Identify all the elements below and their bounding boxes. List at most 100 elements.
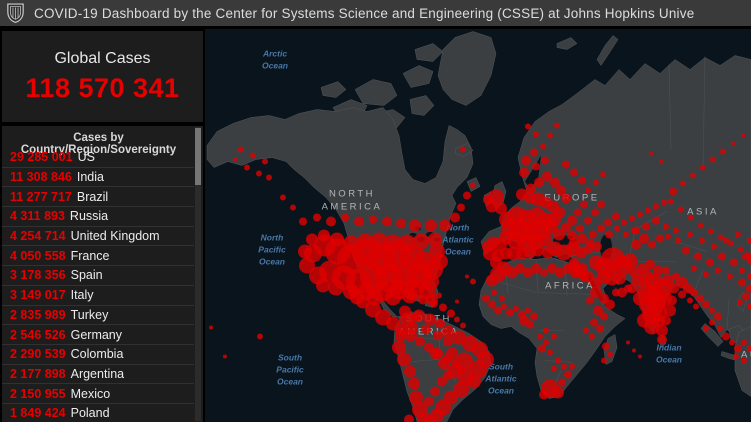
case-bubble[interactable] [460,146,466,153]
case-bubble[interactable] [590,318,598,327]
case-bubble[interactable] [550,177,560,188]
case-bubble[interactable] [526,320,534,329]
case-bubble[interactable] [460,322,466,329]
case-bubble[interactable] [398,234,416,253]
case-bubble[interactable] [708,228,714,235]
case-bubble[interactable] [299,257,315,274]
case-bubble[interactable] [622,253,638,270]
case-bubble[interactable] [483,194,493,205]
case-bubble[interactable] [256,170,262,177]
case-bubble[interactable] [702,300,710,309]
case-bubble[interactable] [667,295,677,306]
case-bubble[interactable] [417,412,431,422]
case-bubble[interactable] [463,191,471,200]
case-bubble[interactable] [589,230,597,239]
case-bubble[interactable] [698,222,704,229]
case-bubble[interactable] [621,219,627,226]
case-bubble[interactable] [632,348,636,353]
case-bubble[interactable] [585,187,591,194]
case-bubble[interactable] [678,206,684,213]
case-bubble[interactable] [486,274,498,287]
case-bubble[interactable] [669,283,679,294]
case-bubble[interactable] [648,240,656,249]
case-bubble[interactable] [428,232,442,247]
case-bubble[interactable] [506,266,518,279]
case-bubble[interactable] [703,325,709,332]
case-bubble[interactable] [577,233,587,244]
case-bubble[interactable] [575,267,585,278]
case-bubble[interactable] [539,389,549,400]
country-row[interactable]: 29 285 001 US [2,148,194,168]
case-bubble[interactable] [718,234,724,241]
case-bubble[interactable] [747,256,751,265]
case-bubble[interactable] [583,327,589,334]
case-bubble[interactable] [513,305,519,312]
case-bubble[interactable] [607,351,613,358]
case-bubble[interactable] [450,212,460,223]
case-bubble[interactable] [413,233,429,250]
case-bubble[interactable] [415,336,425,347]
case-bubble[interactable] [306,233,318,246]
case-bubble[interactable] [357,233,373,250]
case-bubble[interactable] [580,200,588,209]
case-bubble[interactable] [425,219,437,232]
case-bubble[interactable] [612,212,620,221]
country-row[interactable]: 2 150 955 Mexico [2,384,194,404]
case-bubble[interactable] [631,239,641,250]
case-bubble[interactable] [747,303,751,310]
case-bubble[interactable] [433,330,443,341]
case-bubble[interactable] [538,232,552,247]
case-bubble[interactable] [700,164,706,171]
case-bubble[interactable] [384,234,402,253]
country-row[interactable]: 2 290 539 Colombia [2,345,194,365]
case-bubble[interactable] [553,228,565,241]
case-bubble[interactable] [436,292,442,299]
case-bubble[interactable] [703,271,709,278]
case-bubble[interactable] [656,324,668,337]
case-bubble[interactable] [601,357,607,364]
case-bubble[interactable] [709,307,715,314]
case-bubble[interactable] [316,278,330,293]
case-bubble[interactable] [435,318,445,329]
case-bubble[interactable] [404,365,416,378]
case-bubble[interactable] [665,233,671,240]
case-bubble[interactable] [467,374,481,389]
case-bubble[interactable] [678,290,686,299]
case-bubble[interactable] [516,188,528,201]
case-bubble[interactable] [627,283,637,294]
case-bubble[interactable] [343,235,359,252]
case-bubble[interactable] [734,344,742,353]
case-bubble[interactable] [569,363,575,370]
case-bubble[interactable] [731,141,735,146]
country-row[interactable]: 11 308 846 India [2,168,194,188]
case-bubble[interactable] [687,231,693,238]
case-bubble[interactable] [409,219,421,232]
case-bubble[interactable] [596,324,604,333]
case-bubble[interactable] [673,227,679,234]
case-bubble[interactable] [593,305,603,316]
case-bubble[interactable] [602,342,610,351]
case-bubble[interactable] [638,354,642,359]
case-bubble[interactable] [406,321,418,334]
world-map[interactable]: Arctic Ocean North Pacific Ocean North Atlanti… [205,29,751,422]
country-row[interactable]: 3 149 017 Italy [2,286,194,306]
case-bubble[interactable] [341,213,349,222]
case-bubble[interactable] [223,354,227,359]
case-bubble[interactable] [543,339,549,346]
case-bubble[interactable] [591,208,599,217]
case-bubble[interactable] [659,159,663,164]
case-bubble[interactable] [366,286,376,297]
country-row[interactable]: 4 050 558 France [2,246,194,267]
case-bubble[interactable] [551,333,557,340]
case-bubble[interactable] [470,278,476,285]
case-bubble[interactable] [735,231,741,238]
case-bubble[interactable] [328,279,344,296]
case-bubble[interactable] [727,273,733,280]
case-bubble[interactable] [614,225,620,232]
case-bubble[interactable] [547,132,553,139]
case-bubble[interactable] [443,370,453,381]
case-bubble[interactable] [629,215,635,222]
case-bubble[interactable] [382,216,392,227]
case-bubble[interactable] [690,288,698,297]
case-bubble[interactable] [495,202,507,215]
